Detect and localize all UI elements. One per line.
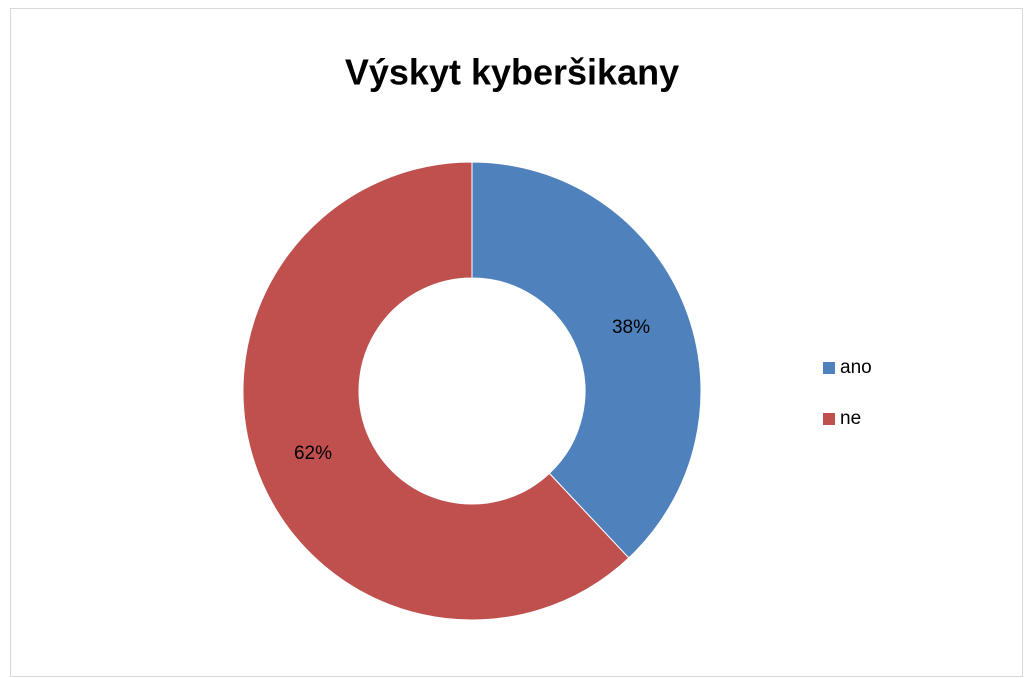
legend-label: ne — [840, 408, 861, 429]
data-label: 38% — [612, 317, 650, 338]
donut-slice — [471, 161, 702, 559]
legend-swatch — [823, 413, 835, 425]
legend-label: ano — [840, 357, 872, 378]
legend-swatch — [823, 362, 835, 374]
chart-title: Výskyt kyberšikany — [345, 52, 679, 93]
data-label: 62% — [294, 443, 332, 464]
donut-slice — [242, 161, 630, 621]
